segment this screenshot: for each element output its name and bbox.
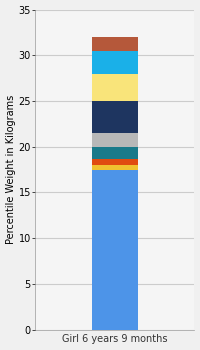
Bar: [92, 169, 138, 330]
Bar: [92, 101, 138, 133]
Bar: [92, 159, 138, 165]
Bar: [92, 74, 138, 101]
Bar: [92, 165, 138, 169]
Bar: [92, 147, 138, 159]
Y-axis label: Percentile Weight in Kilograms: Percentile Weight in Kilograms: [6, 95, 16, 244]
Bar: [92, 133, 138, 147]
Bar: [92, 37, 138, 51]
Bar: [92, 51, 138, 74]
